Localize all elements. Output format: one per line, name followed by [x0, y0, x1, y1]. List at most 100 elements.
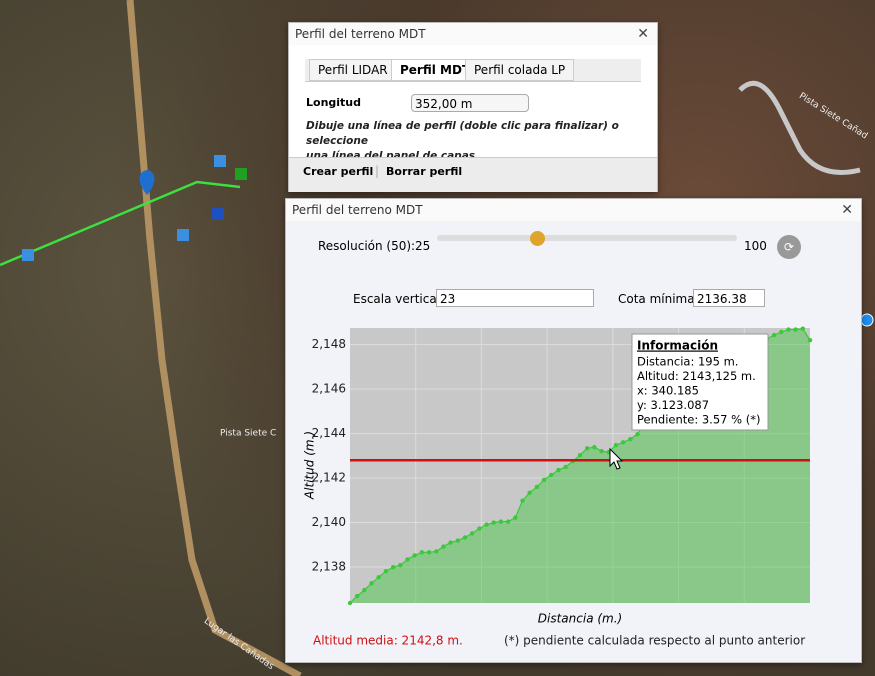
- point: [527, 490, 532, 495]
- cursor: [609, 447, 624, 470]
- marker[interactable]: [139, 170, 155, 195]
- point: [405, 557, 410, 562]
- tab[interactable]: Perfil colada LP: [465, 59, 575, 81]
- profile-dialog: Perfil del terreno MDT ✕ Perfil LIDAR Per…: [288, 22, 658, 192]
- point: [534, 484, 540, 490]
- mean-label: Altitud media: 2142,8 m.: [313, 634, 463, 648]
- point: [556, 467, 561, 473]
- point: [800, 326, 806, 331]
- point: [786, 327, 791, 332]
- tooltip-box: [631, 333, 769, 431]
- instruction-line: Dibuje una línea de perfil (doble clic p…: [306, 120, 619, 147]
- point: [599, 448, 604, 454]
- length-input[interactable]: 352,00 m: [411, 94, 529, 112]
- parking-icon[interactable]: [177, 229, 189, 241]
- point: [426, 550, 432, 555]
- dialog-title: Perfil del terreno MDT: [295, 27, 426, 41]
- point: [628, 436, 633, 442]
- parking-icon[interactable]: [214, 155, 226, 167]
- tooltip-line: Pendiente: 3.57 % (*): [637, 413, 760, 427]
- point: [434, 549, 439, 554]
- bus-icon[interactable]: [212, 208, 224, 220]
- point: [505, 519, 511, 524]
- point: [771, 332, 777, 338]
- close-button[interactable]: ✕: [841, 202, 853, 218]
- slider-max: 100: [744, 239, 767, 253]
- y-tick-label: 2,138: [312, 559, 346, 573]
- tooltip-line: y: 3.123.087: [637, 398, 709, 412]
- point: [455, 538, 461, 543]
- title-bar: Perfil del terreno MDT ✕: [289, 23, 657, 45]
- tooltip: Información Distancia: 195 m.Altitud: 214…: [631, 333, 769, 431]
- point: [477, 526, 482, 531]
- x-axis-label: Distancia (m.): [538, 612, 622, 626]
- profile-line: [0, 180, 241, 267]
- refresh-button[interactable]: ⟳: [777, 235, 801, 259]
- y-tick-label: 2,148: [312, 337, 346, 351]
- close-button[interactable]: ✕: [637, 26, 649, 42]
- min-label: Cota mínima:: [618, 292, 699, 306]
- map-label: Pista Siete C: [220, 429, 276, 439]
- scale-input[interactable]: 23: [436, 289, 594, 307]
- point: [513, 515, 518, 520]
- parking-icon[interactable]: [235, 168, 247, 180]
- y-axis-label: Altitud (m.): [303, 431, 317, 500]
- slider-min: 25: [415, 239, 431, 253]
- point: [398, 563, 403, 568]
- point: [462, 535, 468, 540]
- slider-thumb[interactable]: [530, 231, 545, 246]
- profile-chart: 2,138 2,140 2,142 2,144 2,146 2,148 Altitud (m…: [303, 326, 813, 648]
- tooltip-line: Altitud: 2143,125 m.: [637, 369, 756, 383]
- button[interactable]: Borrar perfil: [386, 165, 463, 178]
- point: [635, 432, 640, 437]
- point: [469, 531, 475, 536]
- road: [738, 80, 861, 175]
- map-label: Lugar las Cañadas: [202, 616, 276, 672]
- parking-icon[interactable]: [22, 249, 34, 261]
- point: [491, 520, 496, 525]
- tooltip-line: Distancia: 195 m.: [637, 355, 738, 369]
- point: [807, 338, 813, 343]
- point: [779, 329, 784, 335]
- button-bar: Crear perfil | Borrar perfil: [289, 157, 657, 192]
- y-tick-label: 2,144: [312, 426, 346, 440]
- point: [563, 464, 568, 470]
- tooltip-line: x: 340.185: [637, 384, 699, 398]
- point: [584, 446, 590, 451]
- point: [354, 593, 360, 599]
- y-tick-label: 2,146: [312, 382, 346, 396]
- point: [577, 452, 583, 458]
- instructions: Dibuje una línea de perfil (doble clic p…: [306, 119, 657, 164]
- scale-label: Escala vertical:: [353, 292, 445, 306]
- window-title: Perfil del terreno MDT: [292, 203, 423, 217]
- point: [448, 540, 453, 545]
- tab-bar: Perfil LIDAR Perfil MDT Perfil colada LP: [305, 59, 641, 82]
- point: [484, 522, 489, 527]
- map-label: Pista Siete Cañad: [797, 91, 869, 141]
- point: [613, 442, 619, 448]
- min-input[interactable]: 2136.38: [693, 289, 765, 307]
- point: [520, 498, 525, 503]
- point: [620, 440, 626, 445]
- location-dot: [860, 313, 874, 327]
- point: [369, 581, 374, 586]
- point: [498, 519, 504, 524]
- y-tick-label: 2,142: [312, 471, 346, 485]
- y-tick-label: 2,140: [312, 515, 346, 529]
- tooltip-title: Información: [637, 339, 718, 353]
- point: [793, 327, 798, 332]
- point: [383, 569, 389, 574]
- tab[interactable]: Perfil LIDAR: [309, 59, 397, 81]
- point: [412, 553, 417, 558]
- slider-track[interactable]: [437, 235, 737, 241]
- separator: |: [375, 164, 380, 178]
- point: [347, 600, 353, 606]
- button[interactable]: Crear perfil: [303, 165, 374, 178]
- field-label: Longitud: [306, 96, 362, 109]
- point: [362, 587, 367, 593]
- point: [592, 444, 597, 450]
- resolution-label: Resolución (50):: [318, 239, 416, 253]
- point: [541, 477, 547, 483]
